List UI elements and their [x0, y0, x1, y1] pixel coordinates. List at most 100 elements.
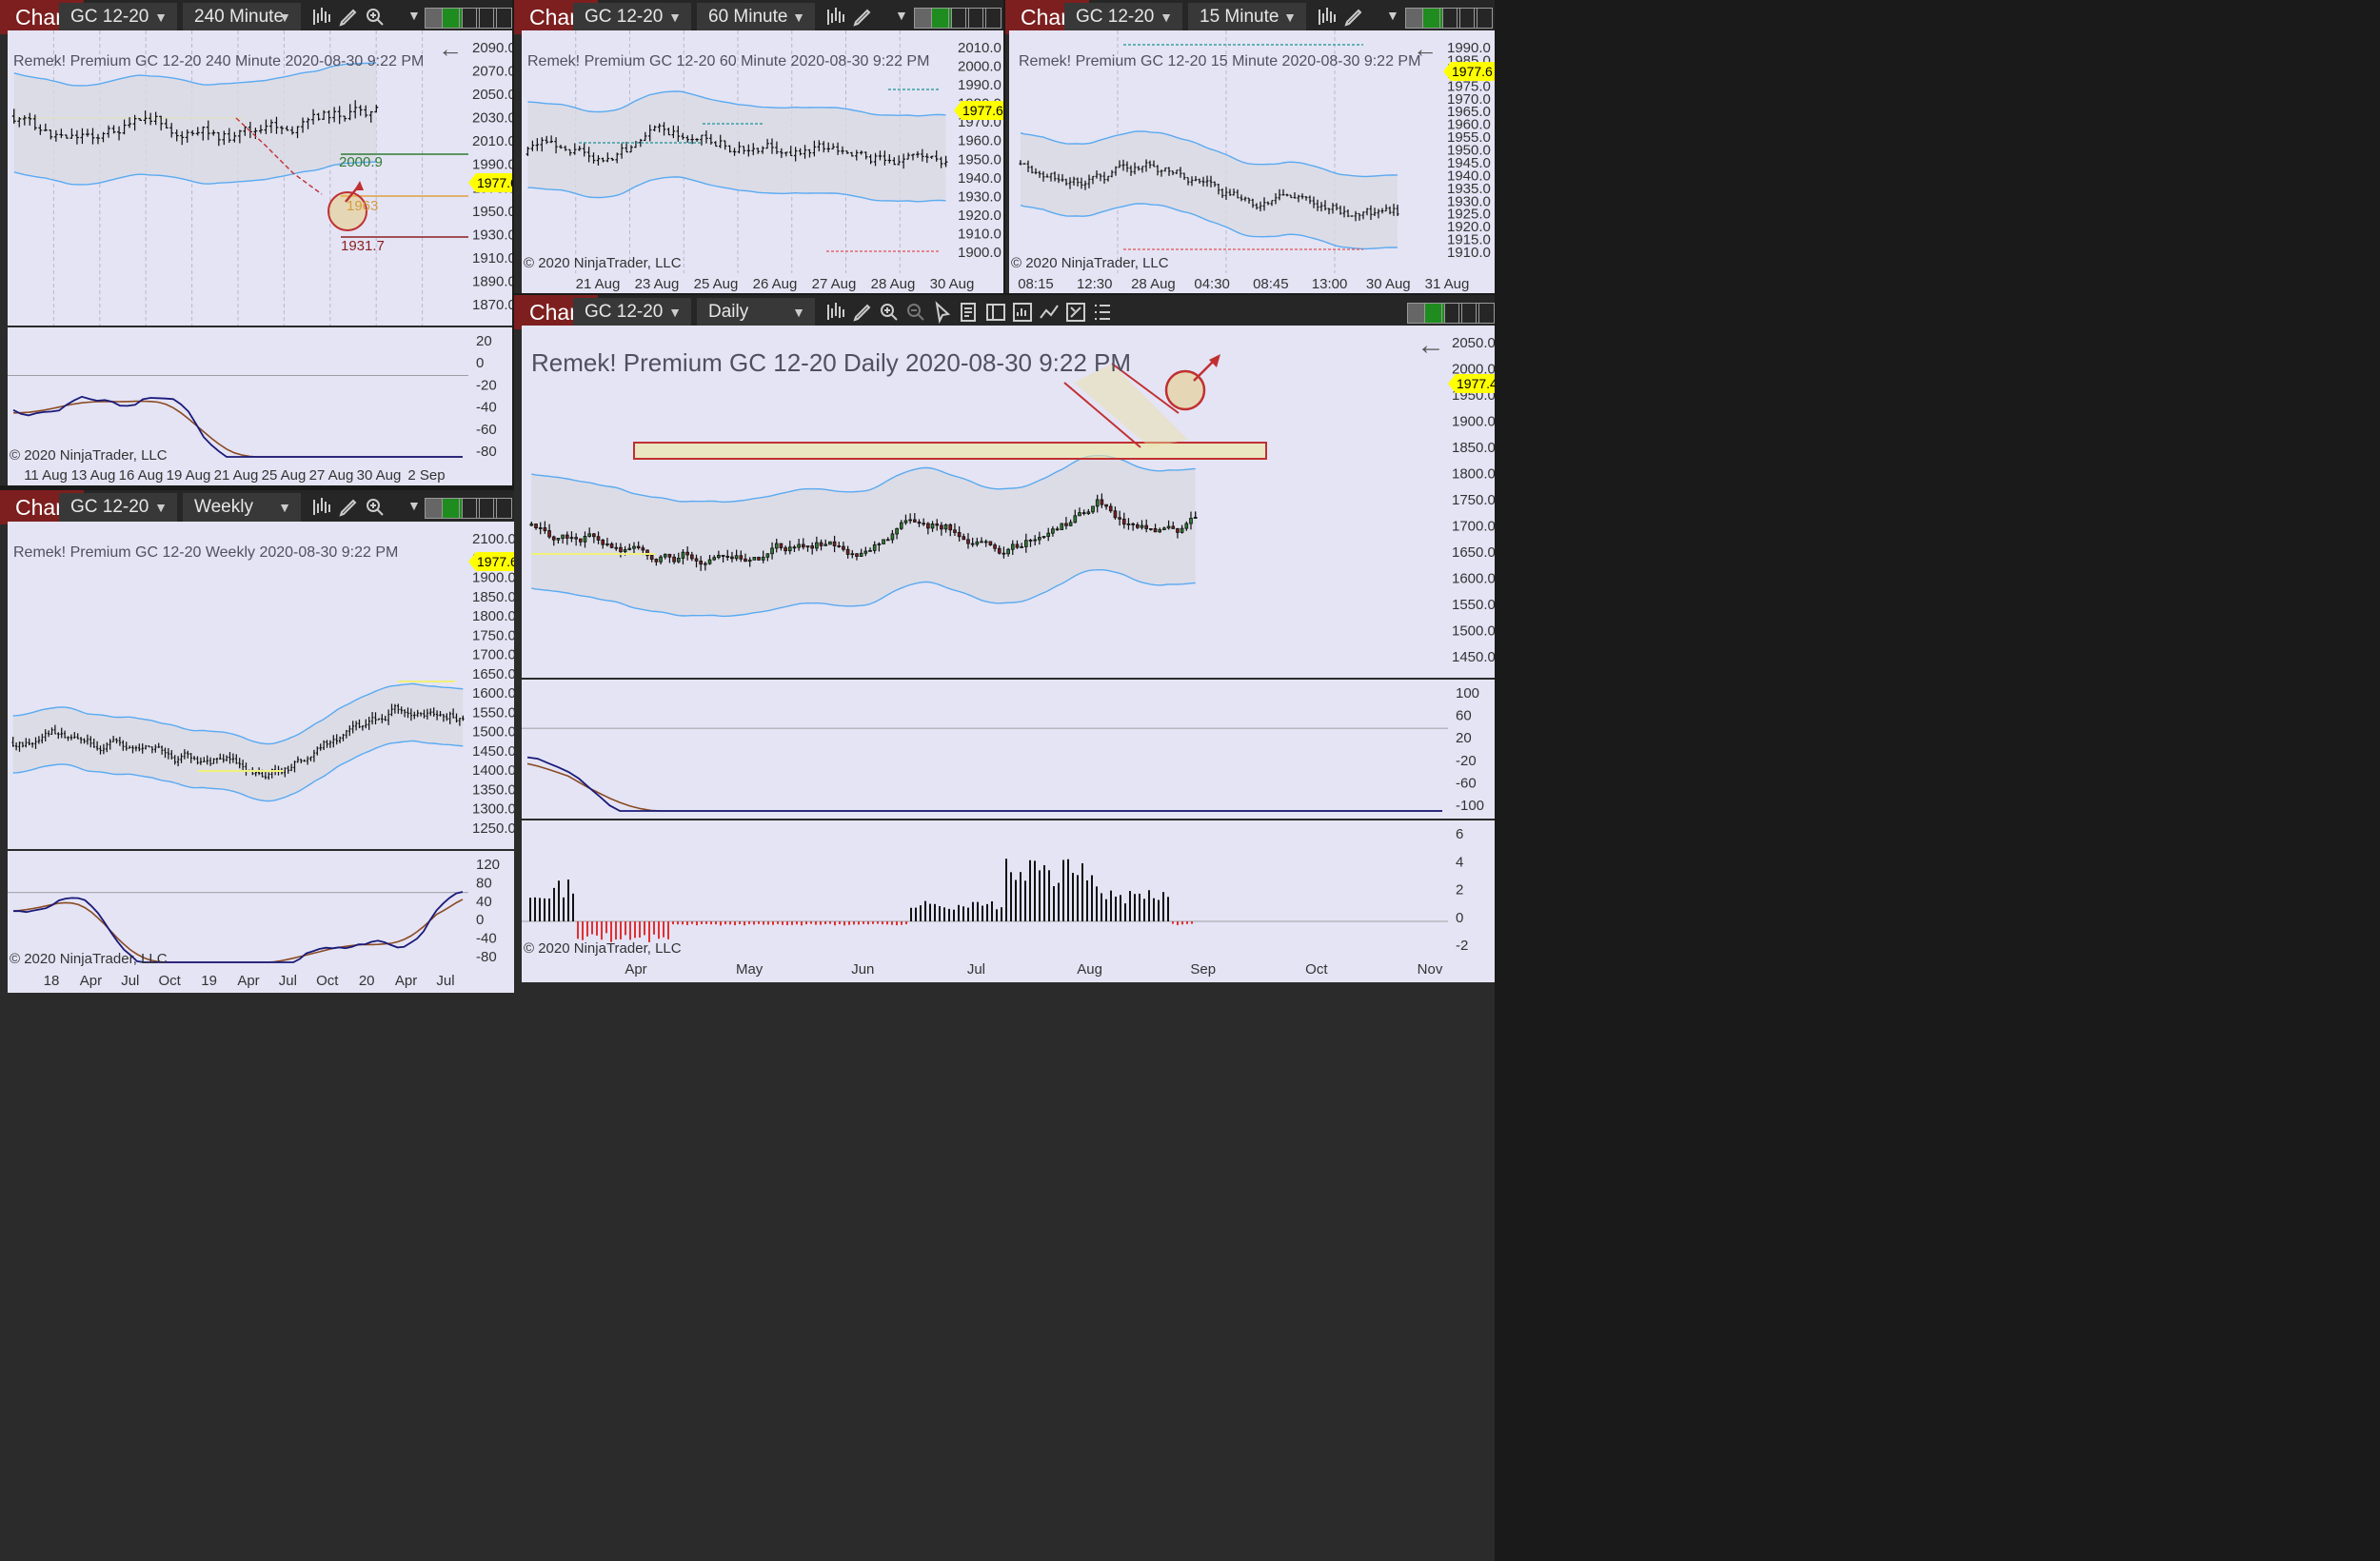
histogram-bar — [763, 921, 764, 925]
minimize-icon[interactable] — [459, 498, 480, 519]
pencil-icon[interactable] — [851, 6, 874, 29]
instrument-selector[interactable]: GC 12-20 ▼ — [59, 3, 177, 31]
instrument-selector[interactable]: GC 12-20 ▼ — [1064, 3, 1182, 31]
histogram-bar — [982, 905, 983, 921]
price-candle-body — [859, 552, 863, 557]
data-box-icon[interactable] — [958, 301, 981, 324]
back-arrow-icon[interactable]: ← — [1413, 34, 1438, 63]
last-price-marker — [468, 173, 512, 192]
minimize-icon[interactable] — [459, 8, 480, 29]
price-candle-body — [970, 543, 975, 545]
histogram-bar — [682, 921, 684, 925]
maximize-icon[interactable] — [1458, 303, 1479, 324]
zoom-in-icon[interactable] — [878, 301, 901, 324]
pencil-icon[interactable] — [1342, 6, 1365, 29]
green-status-icon[interactable] — [442, 498, 463, 519]
histogram-bar — [748, 921, 750, 924]
indicator-panel[interactable]: © 2020 NinjaTrader, LLC — [8, 851, 468, 970]
strategies-icon[interactable] — [1038, 301, 1061, 324]
price-panel[interactable]: Remek! Premium GC 12-20 240 Minute 2020-… — [8, 30, 468, 326]
histogram-panel[interactable]: © 2020 NinjaTrader, LLC — [522, 820, 1448, 958]
histogram-bar — [853, 921, 855, 925]
bar-type-icon[interactable] — [824, 301, 847, 324]
minimize-icon[interactable] — [948, 8, 969, 29]
pencil-icon[interactable] — [851, 301, 874, 324]
timeframe-selector[interactable]: 15 Minute ▼ — [1188, 3, 1306, 31]
macd-panel[interactable] — [522, 680, 1448, 819]
price-candle-body — [832, 541, 837, 546]
histogram-bar — [958, 904, 960, 921]
maximize-icon[interactable] — [1457, 8, 1478, 29]
price-panel[interactable]: Remek! Premium GC 12-20 Daily 2020-08-30… — [522, 326, 1448, 678]
bar-type-icon[interactable] — [310, 6, 333, 29]
green-status-icon[interactable] — [442, 8, 463, 29]
price-panel[interactable]: Remek! Premium GC 12-20 15 Minute 2020-0… — [1009, 30, 1443, 273]
histogram-bar — [810, 921, 812, 924]
green-status-icon[interactable] — [1422, 8, 1443, 29]
time-tick-label: Jul — [967, 961, 985, 978]
instrument-value: GC 12-20 — [585, 302, 664, 322]
zoom-in-icon[interactable] — [364, 496, 387, 519]
close-icon[interactable] — [493, 8, 512, 29]
price-candle-body — [579, 538, 583, 543]
close-icon[interactable] — [493, 498, 512, 519]
histogram-bar — [977, 901, 979, 921]
time-axis: 18 Apr Jul Oct 19 Apr Jul Oct 20 Apr Jul — [8, 970, 514, 993]
price-candle-body — [899, 522, 903, 529]
price-panel[interactable]: Remek! Premium GC 12-20 60 Minute 2020-0… — [522, 30, 954, 273]
histogram-bar — [696, 921, 698, 926]
maximize-icon[interactable] — [476, 498, 497, 519]
chevron-down-icon[interactable]: ▼ — [407, 498, 421, 513]
timeframe-selector[interactable]: Weekly ▼ — [183, 493, 301, 522]
chevron-down-icon[interactable]: ▼ — [407, 8, 421, 23]
close-icon[interactable] — [1476, 303, 1495, 324]
indicators-icon[interactable] — [1011, 301, 1034, 324]
zoom-in-icon[interactable] — [364, 6, 387, 29]
copyright-text: © 2020 NinjaTrader, LLC — [1011, 255, 1169, 271]
pencil-icon[interactable] — [337, 496, 360, 519]
timeframe-selector[interactable]: 240 Minute ▼ — [183, 3, 301, 31]
price-candle-body — [842, 545, 845, 550]
instrument-selector[interactable]: GC 12-20 ▼ — [59, 493, 177, 522]
green-status-icon[interactable] — [1424, 303, 1445, 324]
back-arrow-icon[interactable]: ← — [438, 34, 463, 63]
histogram-bar — [815, 921, 817, 925]
maximize-icon[interactable] — [965, 8, 986, 29]
price-candle-body — [1153, 528, 1158, 533]
list-icon[interactable] — [1091, 301, 1114, 324]
close-icon[interactable] — [1474, 8, 1493, 29]
price-candle-body — [845, 548, 850, 555]
timeframe-selector[interactable]: Daily ▼ — [697, 298, 815, 326]
close-icon[interactable] — [982, 8, 1002, 29]
instrument-selector[interactable]: GC 12-20 ▼ — [573, 298, 691, 326]
instrument-selector[interactable]: GC 12-20 ▼ — [573, 3, 691, 31]
last-price-marker — [1448, 374, 1495, 393]
back-arrow-icon[interactable]: ← — [1417, 329, 1445, 361]
minimize-icon[interactable] — [1439, 8, 1460, 29]
properties-icon[interactable] — [984, 301, 1007, 324]
green-status-icon[interactable] — [931, 8, 952, 29]
pencil-icon[interactable] — [337, 6, 360, 29]
histogram-bar — [1120, 895, 1121, 921]
price-candle-body — [1060, 523, 1064, 530]
timeframe-selector[interactable]: 60 Minute ▼ — [697, 3, 815, 31]
histogram-bar — [567, 879, 569, 921]
time-tick-label: 13 Aug — [71, 467, 116, 484]
price-panel[interactable]: Remek! Premium GC 12-20 Weekly 2020-08-3… — [8, 522, 468, 849]
price-candle-body — [819, 542, 823, 546]
bar-type-icon[interactable] — [1316, 6, 1339, 29]
price-candle-body — [739, 555, 744, 560]
bar-type-icon[interactable] — [310, 496, 333, 519]
bar-type-icon[interactable] — [824, 6, 847, 29]
indicator-panel[interactable]: © 2020 NinjaTrader, LLC — [8, 327, 468, 464]
templates-icon[interactable] — [1064, 301, 1087, 324]
chevron-down-icon[interactable]: ▼ — [1386, 8, 1399, 23]
indicator-tick-label: -20 — [1456, 753, 1477, 769]
zoom-out-icon[interactable] — [904, 301, 927, 324]
minimize-icon[interactable] — [1441, 303, 1462, 324]
histogram-bar — [986, 903, 988, 921]
macd-line — [13, 891, 464, 963]
chevron-down-icon[interactable]: ▼ — [895, 8, 908, 23]
maximize-icon[interactable] — [476, 8, 497, 29]
cursor-icon[interactable] — [931, 301, 954, 324]
